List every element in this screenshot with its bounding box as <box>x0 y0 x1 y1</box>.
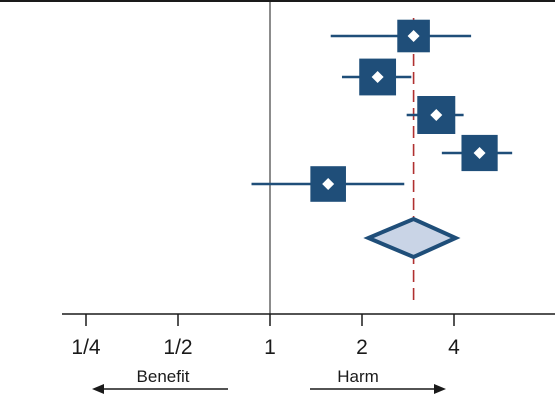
x-tick-label: 1/4 <box>71 336 101 359</box>
study-4-center <box>473 147 486 159</box>
study-3-center <box>430 109 443 121</box>
study-3 <box>406 96 464 134</box>
x-tick-label: 1 <box>264 336 276 359</box>
study-1 <box>330 19 472 53</box>
harm-arrowhead <box>434 384 446 394</box>
direction-indicators: Benefit Harm <box>92 367 446 394</box>
plot-area <box>251 2 513 314</box>
benefit-label: Benefit <box>137 367 190 386</box>
pooled-estimate-diamond <box>363 216 461 260</box>
study-2 <box>341 58 412 96</box>
study-4 <box>441 134 513 172</box>
benefit-arrowhead <box>92 384 104 394</box>
study-1-center <box>407 30 420 42</box>
harm-label: Harm <box>337 367 379 386</box>
x-tick-label: 1/2 <box>163 336 192 359</box>
study-5 <box>251 166 405 202</box>
x-tick-label: 4 <box>448 336 460 359</box>
study-5-center <box>322 178 335 190</box>
study-2-center <box>371 71 384 83</box>
x-tick-label: 2 <box>356 336 368 359</box>
x-axis: 1/4 1/2 1 2 4 <box>62 313 555 359</box>
